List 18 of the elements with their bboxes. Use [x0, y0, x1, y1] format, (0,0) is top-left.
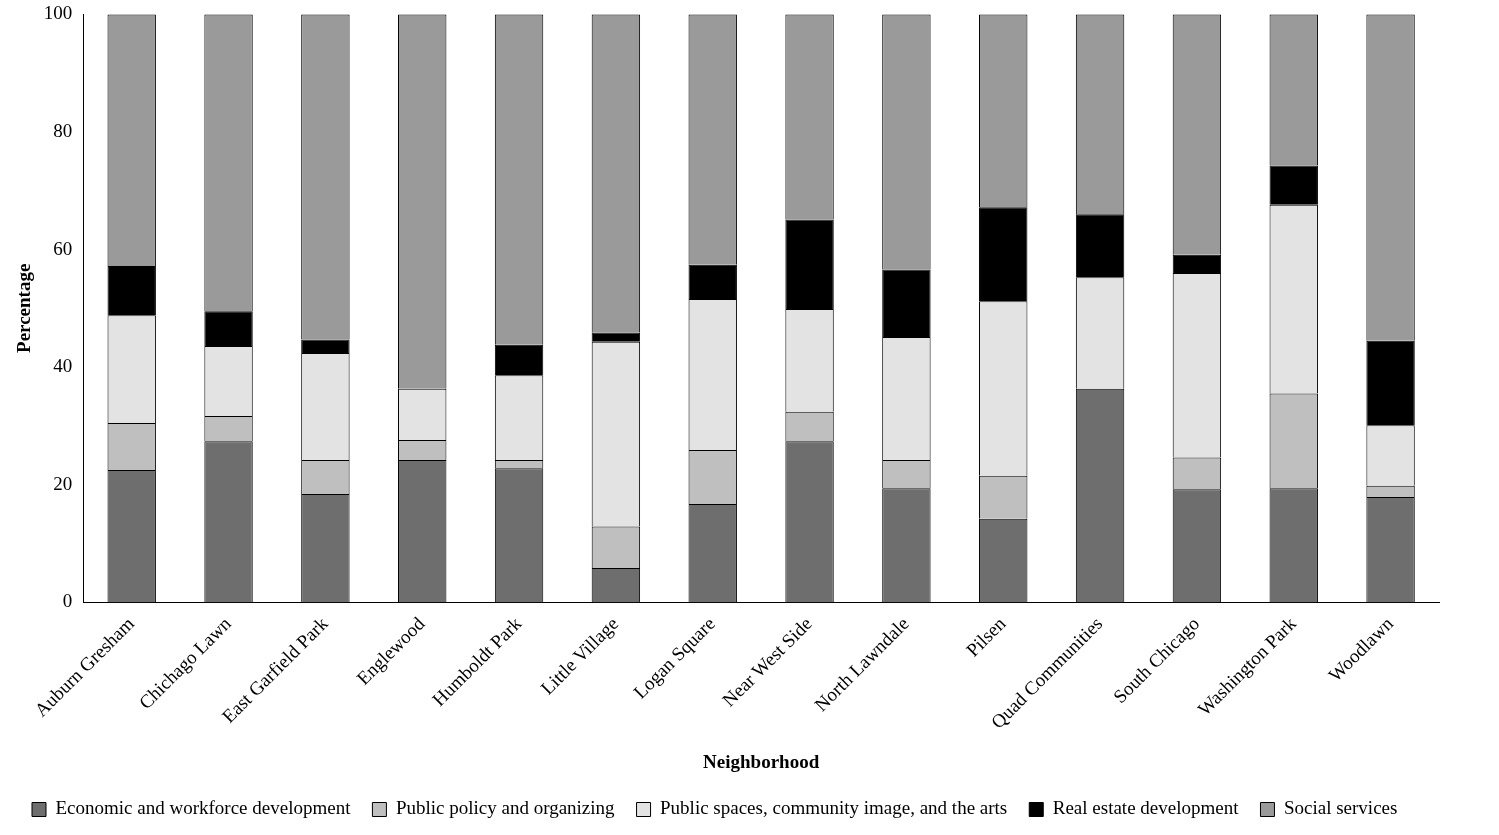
- x-axis-title: Neighborhood: [703, 750, 820, 772]
- y-tick-label: 60: [53, 237, 73, 259]
- y-tick-label: 20: [53, 472, 73, 494]
- y-tick-label: 100: [43, 2, 73, 24]
- legend-label: Public policy and organizing: [395, 797, 616, 819]
- legend-label: Public spaces, community image, and the arts: [660, 797, 1008, 819]
- y-axis-title: Percentage: [13, 263, 35, 353]
- bar: [1366, 340, 1415, 426]
- legend-label: Real estate development: [1052, 797, 1240, 819]
- bar: [204, 311, 253, 346]
- bar: [301, 339, 350, 353]
- y-tick-label: 40: [53, 355, 73, 377]
- bar: [785, 219, 834, 309]
- y-tick-label: 0: [62, 590, 73, 612]
- y-tick-label: 80: [53, 119, 73, 141]
- legend-label: Social services: [1283, 797, 1398, 819]
- legend-label: Economic and workforce development: [55, 797, 352, 819]
- bar: [882, 269, 931, 338]
